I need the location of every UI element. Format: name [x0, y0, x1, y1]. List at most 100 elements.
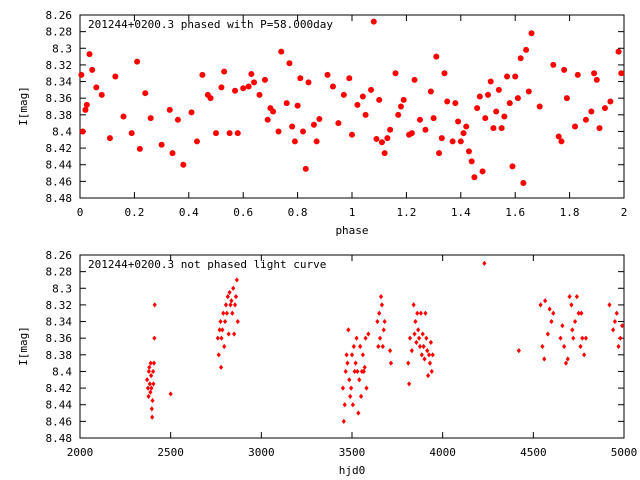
data-point [380, 343, 385, 350]
data-point [148, 360, 153, 366]
data-point [358, 343, 363, 350]
data-point [145, 377, 150, 383]
data-point [571, 335, 576, 341]
data-point [342, 402, 347, 408]
data-point [147, 381, 152, 387]
data-point [618, 70, 625, 77]
data-point [354, 101, 361, 108]
data-point [148, 389, 153, 395]
data-point [417, 343, 423, 350]
data-point [378, 335, 383, 341]
data-point [569, 302, 574, 308]
data-point [412, 331, 417, 337]
data-point [180, 161, 187, 168]
data-point [142, 90, 149, 97]
data-point [335, 120, 342, 127]
data-point [392, 70, 399, 77]
data-point [574, 71, 581, 78]
data-point [359, 93, 366, 100]
y-tick-label: 8.38 [46, 109, 73, 122]
data-point [423, 310, 428, 316]
data-point [616, 343, 621, 350]
y-tick-label: 8.34 [46, 316, 73, 329]
data-point [582, 116, 589, 123]
data-point [370, 18, 377, 25]
data-point [611, 327, 616, 333]
data-point [364, 385, 369, 391]
data-point [420, 331, 425, 337]
data-point [618, 335, 623, 341]
data-point [457, 138, 464, 145]
y-tick-label: 8.36 [46, 92, 73, 105]
data-point [422, 126, 429, 133]
data-point [150, 368, 156, 375]
x-axis: 2000 2500 3000 3500 4000 4500 5000 [67, 255, 637, 459]
data-point [379, 302, 384, 308]
data-point [79, 128, 86, 135]
data-point [543, 298, 548, 304]
data-point [78, 71, 85, 78]
data-point [583, 335, 588, 341]
data-point [562, 343, 567, 350]
data-point [151, 381, 156, 387]
data-point [229, 298, 234, 304]
data-point [106, 135, 113, 142]
data-point [417, 335, 422, 341]
data-point [381, 150, 388, 157]
data-point [222, 318, 228, 325]
y-tick-label: 8.48 [46, 192, 73, 205]
data-point [83, 101, 90, 108]
chart-title: 201244+0200.3 not phased light curve [88, 258, 326, 271]
data-point [476, 93, 483, 100]
data-point [348, 393, 353, 400]
data-point [220, 327, 225, 333]
x-tick-label: 4000 [429, 446, 456, 459]
data-point [406, 360, 411, 366]
data-point [193, 138, 200, 145]
data-point [413, 318, 418, 325]
data-point [601, 105, 608, 112]
data-point [382, 318, 387, 325]
data-point [378, 293, 384, 300]
data-point [452, 100, 459, 107]
data-point [216, 352, 221, 358]
y-tick-label: 8.42 [46, 382, 73, 395]
data-point [226, 331, 231, 337]
y-tick-label: 8.3 [52, 282, 72, 295]
x-tick-label: 2500 [157, 446, 184, 459]
x-tick-label: 2 [621, 206, 628, 219]
data-point [152, 302, 157, 308]
data-point [235, 318, 240, 325]
data-point [226, 130, 233, 137]
x-tick-label: 0.6 [233, 206, 253, 219]
y-tick-label: 8.28 [46, 26, 73, 39]
data-point [354, 335, 359, 341]
data-point [218, 84, 225, 91]
data-point [520, 180, 527, 187]
data-point [463, 123, 470, 130]
data-point [145, 385, 151, 391]
data-point [558, 138, 565, 145]
data-point [218, 364, 224, 370]
data-point [207, 95, 214, 102]
data-point [146, 368, 151, 375]
data-point [551, 310, 556, 316]
y-tick-label: 8.28 [46, 266, 73, 279]
data-point [150, 414, 155, 420]
data-point [388, 360, 394, 366]
data-point [350, 402, 355, 408]
data-point [582, 352, 587, 358]
data-point [361, 368, 366, 375]
data-point [422, 356, 427, 362]
data-point [256, 91, 263, 98]
data-point [558, 335, 563, 341]
data-point [498, 125, 505, 132]
data-point [363, 335, 368, 341]
y-tick-label: 8.46 [46, 175, 73, 188]
data-point [528, 30, 535, 37]
data-point [388, 348, 393, 354]
x-tick-label: 1 [349, 206, 356, 219]
data-point [340, 91, 347, 98]
data-point [358, 393, 364, 400]
x-tick-label: 4500 [520, 446, 547, 459]
